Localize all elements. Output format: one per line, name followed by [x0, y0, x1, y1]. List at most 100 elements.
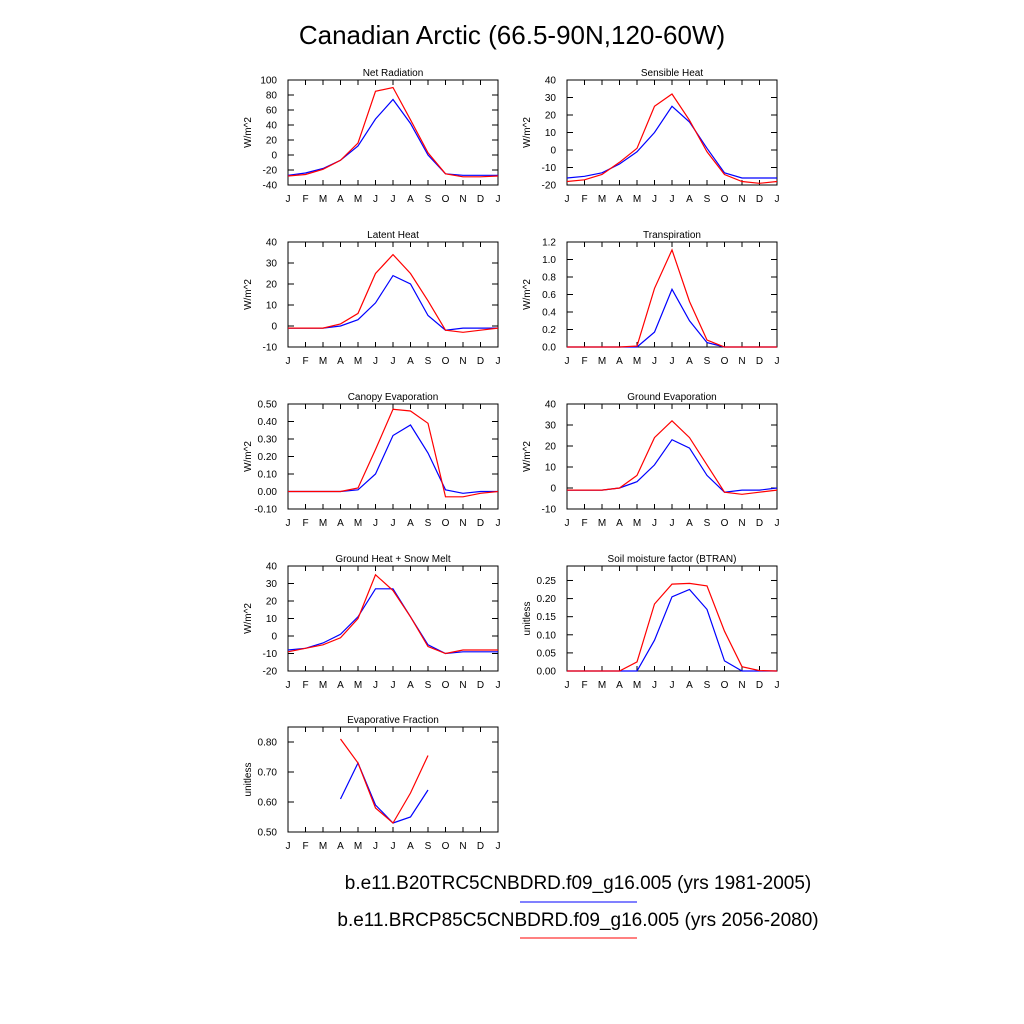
x-tick-label: N: [738, 356, 745, 367]
x-tick-label: O: [721, 194, 729, 205]
x-tick-label: A: [407, 518, 414, 529]
series-line-red: [288, 408, 499, 498]
x-tick-label: A: [616, 518, 623, 529]
x-tick-label: J: [652, 680, 657, 691]
y-axis-label: W/m^2: [243, 279, 254, 310]
series-line-red: [567, 582, 778, 672]
y-tick-label: 0.10: [258, 470, 278, 481]
x-tick-label: F: [581, 356, 587, 367]
x-tick-label: F: [302, 194, 308, 205]
panel-title: Sensible Heat: [641, 68, 703, 79]
y-tick-label: 0: [271, 632, 277, 643]
x-tick-label: S: [425, 518, 432, 529]
y-tick-label: 100: [260, 76, 277, 87]
x-tick-label: M: [319, 194, 327, 205]
y-tick-label: -20: [263, 667, 278, 678]
x-tick-label: M: [633, 194, 641, 205]
x-tick-label: S: [425, 356, 432, 367]
y-tick-label: 0.20: [537, 594, 557, 605]
y-tick-label: 20: [266, 136, 278, 147]
series-line-blue: [288, 424, 498, 494]
x-tick-label: J: [286, 680, 291, 691]
x-tick-label: S: [425, 194, 432, 205]
x-tick-label: A: [616, 680, 623, 691]
panel-title: Net Radiation: [363, 68, 424, 79]
y-tick-label: 0.15: [537, 612, 557, 623]
x-tick-label: M: [633, 518, 641, 529]
x-tick-label: J: [565, 680, 570, 691]
x-tick-label: M: [354, 841, 362, 852]
x-tick-label: A: [337, 356, 344, 367]
x-tick-label: A: [407, 194, 414, 205]
y-tick-label: 30: [545, 93, 557, 104]
x-tick-label: M: [633, 356, 641, 367]
y-tick-label: 0.40: [258, 417, 278, 428]
y-tick-label: 10: [545, 128, 557, 139]
y-tick-label: 0.25: [537, 576, 557, 587]
x-tick-label: M: [354, 194, 362, 205]
y-tick-label: -10: [542, 505, 557, 516]
x-tick-label: O: [721, 518, 729, 529]
y-tick-label: 0: [550, 484, 556, 495]
series-line-blue: [339, 761, 429, 824]
x-tick-label: A: [616, 194, 623, 205]
x-tick-label: M: [633, 680, 641, 691]
y-tick-label: 60: [266, 106, 278, 117]
y-tick-label: 10: [266, 301, 278, 312]
x-tick-label: O: [442, 841, 450, 852]
x-tick-label: M: [319, 841, 327, 852]
x-tick-label: N: [738, 518, 745, 529]
x-tick-label: N: [459, 194, 466, 205]
x-tick-label: M: [598, 680, 606, 691]
x-tick-label: D: [477, 356, 484, 367]
panel-title: Evaporative Fraction: [347, 715, 439, 726]
x-tick-label: J: [373, 194, 378, 205]
x-tick-label: J: [670, 518, 675, 529]
y-tick-label: -20: [263, 166, 278, 177]
x-tick-label: D: [477, 680, 484, 691]
x-tick-label: J: [652, 194, 657, 205]
x-tick-label: J: [496, 356, 501, 367]
x-tick-label: F: [581, 518, 587, 529]
x-tick-label: A: [616, 356, 623, 367]
panel-title: Ground Evaporation: [627, 392, 717, 403]
y-tick-label: 0.0: [542, 343, 556, 354]
y-tick-label: 0: [550, 146, 556, 157]
x-tick-label: M: [354, 518, 362, 529]
x-tick-label: J: [391, 841, 396, 852]
x-tick-label: F: [581, 194, 587, 205]
x-tick-label: J: [775, 356, 780, 367]
series-line-blue: [567, 287, 777, 348]
y-tick-label: 0.00: [258, 487, 278, 498]
y-tick-label: 0.30: [258, 435, 278, 446]
x-tick-label: J: [391, 356, 396, 367]
x-tick-label: J: [391, 194, 396, 205]
y-tick-label: 0.10: [537, 630, 557, 641]
x-tick-label: F: [302, 841, 308, 852]
y-axis-label: W/m^2: [243, 117, 254, 148]
x-tick-label: A: [337, 194, 344, 205]
x-tick-label: J: [286, 356, 291, 367]
y-tick-label: 0: [271, 322, 277, 333]
y-tick-label: 0.05: [537, 648, 557, 659]
x-tick-label: J: [373, 518, 378, 529]
x-tick-label: D: [477, 518, 484, 529]
x-tick-label: J: [286, 518, 291, 529]
x-tick-label: A: [686, 680, 693, 691]
y-tick-label: 40: [266, 238, 278, 249]
y-tick-label: 80: [266, 91, 278, 102]
panel-title: Ground Heat + Snow Melt: [335, 554, 451, 565]
x-tick-label: A: [407, 356, 414, 367]
y-tick-label: 0: [271, 151, 277, 162]
x-tick-label: A: [686, 194, 693, 205]
y-tick-label: -0.10: [254, 505, 277, 516]
x-tick-label: D: [477, 841, 484, 852]
panel-title: Transpiration: [643, 230, 701, 241]
series-line-red: [567, 248, 777, 348]
